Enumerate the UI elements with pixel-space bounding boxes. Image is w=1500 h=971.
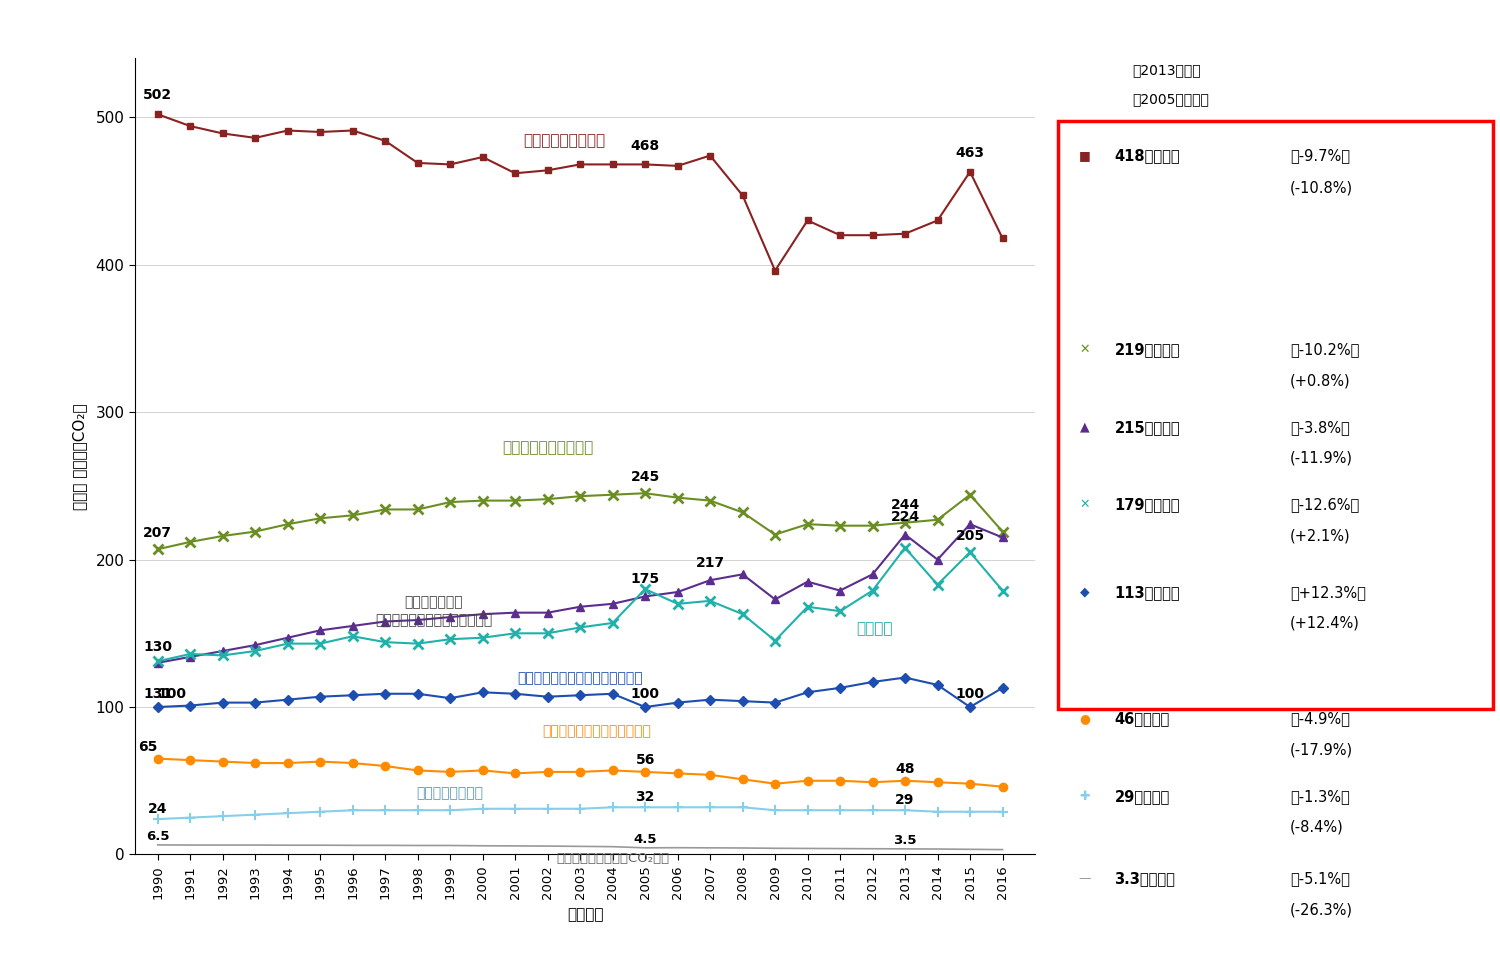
Text: 〈-1.3%〉: 〈-1.3%〉 <box>1290 788 1350 804</box>
Text: ✕: ✕ <box>1080 343 1089 356</box>
Text: 32: 32 <box>636 790 656 804</box>
Text: 100: 100 <box>630 687 660 701</box>
Text: 29: 29 <box>896 793 915 807</box>
Text: 224: 224 <box>891 510 920 524</box>
Text: 〈-4.9%〉: 〈-4.9%〉 <box>1290 711 1350 726</box>
Text: 100: 100 <box>158 687 186 701</box>
Text: ✚: ✚ <box>1080 789 1089 803</box>
Y-axis label: （単位 百万トンCO₂）: （単位 百万トンCO₂） <box>72 403 87 510</box>
Text: 56: 56 <box>636 753 656 767</box>
Text: ▲: ▲ <box>1080 420 1089 434</box>
Text: (+12.4%): (+12.4%) <box>1290 616 1360 631</box>
Text: 業務その他部門
（商業・サービス・事業所等）: 業務その他部門 （商業・サービス・事業所等） <box>375 595 492 627</box>
Text: 179百万トン: 179百万トン <box>1114 497 1180 513</box>
Text: 〈-10.2%〉: 〈-10.2%〉 <box>1290 342 1359 357</box>
Text: 46百万トン: 46百万トン <box>1114 711 1170 726</box>
Text: 3.5: 3.5 <box>894 834 916 847</box>
Text: エネルギー転換部門（発電所等）: エネルギー転換部門（発電所等） <box>518 671 644 685</box>
Text: (-10.8%): (-10.8%) <box>1290 181 1353 196</box>
Text: 418百万トン: 418百万トン <box>1114 148 1180 163</box>
Text: 48: 48 <box>896 762 915 777</box>
Text: 205: 205 <box>956 529 984 544</box>
Text: 4.5: 4.5 <box>633 833 657 846</box>
Text: 131: 131 <box>142 687 172 701</box>
Text: 〈-3.8%〉: 〈-3.8%〉 <box>1290 419 1350 435</box>
Text: 24: 24 <box>148 802 168 817</box>
Text: 29百万トン: 29百万トン <box>1114 788 1170 804</box>
Text: その他（農業・間接CO₂等）: その他（農業・間接CO₂等） <box>556 852 669 864</box>
Text: 215百万トン: 215百万トン <box>1114 419 1180 435</box>
Text: 廃棄物（焼却等）: 廃棄物（焼却等） <box>417 786 483 800</box>
Text: 65: 65 <box>138 740 158 754</box>
Text: 463: 463 <box>956 146 984 160</box>
Text: —: — <box>1078 872 1090 886</box>
Text: 113百万トン: 113百万トン <box>1114 585 1180 600</box>
Text: 、2013年度比: 、2013年度比 <box>1132 63 1202 77</box>
Text: 207: 207 <box>142 526 172 541</box>
Text: 〈-12.6%〉: 〈-12.6%〉 <box>1290 497 1359 513</box>
Text: (-26.3%): (-26.3%) <box>1290 902 1353 918</box>
Text: 6.5: 6.5 <box>146 829 170 843</box>
Text: (-8.4%): (-8.4%) <box>1290 820 1344 835</box>
Text: 工業プロセス及び製品の使用: 工業プロセス及び製品の使用 <box>542 724 651 738</box>
Text: 130: 130 <box>142 640 172 653</box>
Text: （2005年度比）: （2005年度比） <box>1132 92 1209 106</box>
Text: (-11.9%): (-11.9%) <box>1290 451 1353 466</box>
Text: ✕: ✕ <box>1080 498 1089 512</box>
Text: 運輸部門（自動車等）: 運輸部門（自動車等） <box>503 440 594 454</box>
X-axis label: （年度）: （年度） <box>567 907 603 922</box>
Text: 〈-5.1%〉: 〈-5.1%〉 <box>1290 871 1350 887</box>
Text: 245: 245 <box>630 470 660 485</box>
Text: ◆: ◆ <box>1080 586 1089 599</box>
Text: 〈+12.3%〉: 〈+12.3%〉 <box>1290 585 1366 600</box>
Text: 家庭部門: 家庭部門 <box>856 621 892 636</box>
Text: 産業部門（工場等）: 産業部門（工場等） <box>524 133 605 149</box>
Text: ■: ■ <box>1078 149 1090 162</box>
Text: 219百万トン: 219百万トン <box>1114 342 1180 357</box>
Text: 100: 100 <box>956 687 984 701</box>
Text: 502: 502 <box>142 88 172 103</box>
Text: 3.3百万トン: 3.3百万トン <box>1114 871 1176 887</box>
Text: (+0.8%): (+0.8%) <box>1290 373 1350 388</box>
Text: 217: 217 <box>696 556 724 570</box>
Text: 244: 244 <box>891 498 920 513</box>
Text: 468: 468 <box>630 139 660 152</box>
Text: ●: ● <box>1078 712 1090 725</box>
Text: 175: 175 <box>630 572 660 586</box>
Text: 〈-9.7%〉: 〈-9.7%〉 <box>1290 148 1350 163</box>
Text: (-17.9%): (-17.9%) <box>1290 742 1353 757</box>
Text: (+2.1%): (+2.1%) <box>1290 528 1350 544</box>
